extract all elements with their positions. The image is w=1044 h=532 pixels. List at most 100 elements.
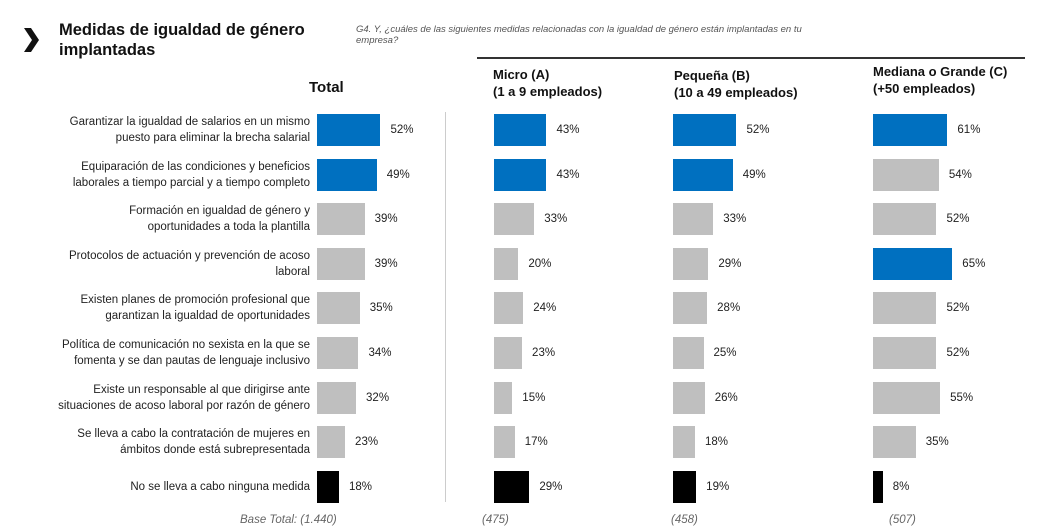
bar-total [317,203,365,236]
bar-mediana [873,292,937,325]
bar-total [317,158,377,191]
value-label-micro: 43% [556,124,580,136]
column-header-micro-line1: Micro (A) [493,67,550,82]
value-label-micro: 33% [544,213,568,226]
value-label-micro: 23% [532,347,556,359]
bar-pequena [673,158,733,191]
category-label: Existen planes de promoción profesional … [10,292,310,324]
bar-pequena [673,203,714,236]
category-label-line: laborales a tiempo parcial y a tiempo co… [72,176,310,189]
bar-mediana [873,158,939,191]
base-mediana: (507) [889,514,916,526]
category-label: Garantizar la igualdad de salarios en un… [10,114,310,146]
value-label-pequena: 28% [717,302,741,315]
bar-total [317,381,357,414]
bar-pequena [673,337,704,369]
bar-pequena [673,292,708,325]
chevron-right-icon [24,28,39,52]
category-label: Política de comunicación no sexista en l… [10,337,310,369]
column-header-pequena: Pequeña (B) (10 a 49 empleados) [674,67,798,101]
value-label-pequena: 29% [718,257,742,270]
value-label-pequena: 26% [714,391,738,404]
value-label-mediana: 52% [946,302,970,315]
header-rule [477,57,1025,59]
value-label-total: 39% [374,257,398,270]
category-label-line: garantizan la igualdad de oportunidades [105,310,310,323]
bar-micro [494,426,515,459]
value-label-total: 18% [348,480,372,493]
column-header-mediana-line1: Mediana o Grande (C) [873,64,1008,79]
bar-micro [494,337,523,369]
value-label-mediana: 55% [950,391,974,404]
bar-mediana [873,426,916,459]
bar-total [317,292,360,325]
category-label-line: Política de comunicación no sexista en l… [61,339,310,351]
bar-total [317,470,339,503]
question-line-1: G4. Y, ¿cuáles de las siguientes medidas… [356,24,802,35]
bar-pequena [673,247,709,280]
bar-pequena [673,470,697,503]
category-label-line: No se lleva a cabo ninguna medida [130,480,310,493]
bar-pequena [673,114,737,146]
column-header-total: Total [309,79,344,96]
value-label-pequena: 19% [706,480,730,493]
bar-micro [494,114,547,146]
category-label: No se lleva a cabo ninguna medida [10,479,310,495]
value-label-micro: 20% [528,257,552,270]
column-divider [445,112,446,502]
category-label-line: situaciones de acoso laboral por razón d… [58,399,310,412]
value-label-pequena: 25% [713,347,737,359]
value-label-total: 23% [355,436,379,449]
bar-micro [494,247,519,280]
bar-micro [494,203,535,236]
value-label-total: 32% [366,391,390,404]
category-label-line: Existe un responsable al que dirigirse a… [93,383,310,396]
title-line-2: implantadas [59,41,156,59]
value-label-mediana: 52% [946,347,970,359]
column-header-micro-line2: (1 a 9 empleados) [493,84,603,99]
value-label-total: 39% [374,213,398,226]
value-label-mediana: 52% [946,213,970,226]
question-line-2: empresa? [356,35,399,46]
column-header-mediana: Mediana o Grande (C) (+50 empleados) [873,63,1007,97]
value-label-mediana: 8% [892,480,910,493]
category-label-line: Protocolos de actuación y prevención de … [68,249,310,262]
value-label-micro: 15% [522,391,546,404]
bar-micro [494,381,513,414]
category-label-line: Existen planes de promoción profesional … [80,294,310,307]
category-label: Equiparación de las condiciones y benefi… [10,159,310,191]
category-label: Existe un responsable al que dirigirse a… [10,382,310,414]
bar-total [317,114,381,146]
base-total: Base Total: (1.440) [240,514,337,526]
title-line-1: Medidas de igualdad de género [59,21,305,39]
value-label-pequena: 18% [704,436,728,449]
base-micro: (475) [482,514,509,526]
category-label-line: Formación en igualdad de género y [129,205,310,218]
bar-total [317,247,365,280]
category-label-line: fomenta y se dan pautas de lenguaje incl… [74,355,310,367]
category-label-line: laboral [275,265,310,278]
bar-mediana [873,381,941,414]
category-label: Formación en igualdad de género y oportun… [10,203,310,235]
value-label-total: 35% [369,302,393,315]
column-header-pequena-line1: Pequeña (B) [674,68,750,83]
survey-question: G4. Y, ¿cuáles de las siguientes medidas… [356,24,886,46]
value-label-mediana: 35% [925,436,949,449]
bar-mediana [873,337,937,369]
value-label-micro: 24% [533,302,557,315]
value-label-micro: 17% [524,436,548,449]
base-pequena: (458) [671,514,698,526]
value-label-micro: 29% [539,480,563,493]
page-title: Medidas de igualdad de género implantada… [59,20,329,60]
value-label-total: 52% [390,124,414,136]
bar-micro [494,158,547,191]
category-label-line: Se lleva a cabo la contratación de mujer… [77,428,310,441]
bar-mediana [873,470,883,503]
category-label-line: Equiparación de las condiciones y benefi… [81,160,310,173]
category-label-line: Garantizar la igualdad de salarios en un… [69,116,310,128]
column-header-micro: Micro (A) (1 a 9 empleados) [493,66,602,100]
value-label-total: 49% [386,168,410,181]
value-label-micro: 43% [556,168,580,181]
category-label-line: oportunidades a toda la plantilla [147,221,310,234]
value-label-pequena: 49% [742,168,766,181]
